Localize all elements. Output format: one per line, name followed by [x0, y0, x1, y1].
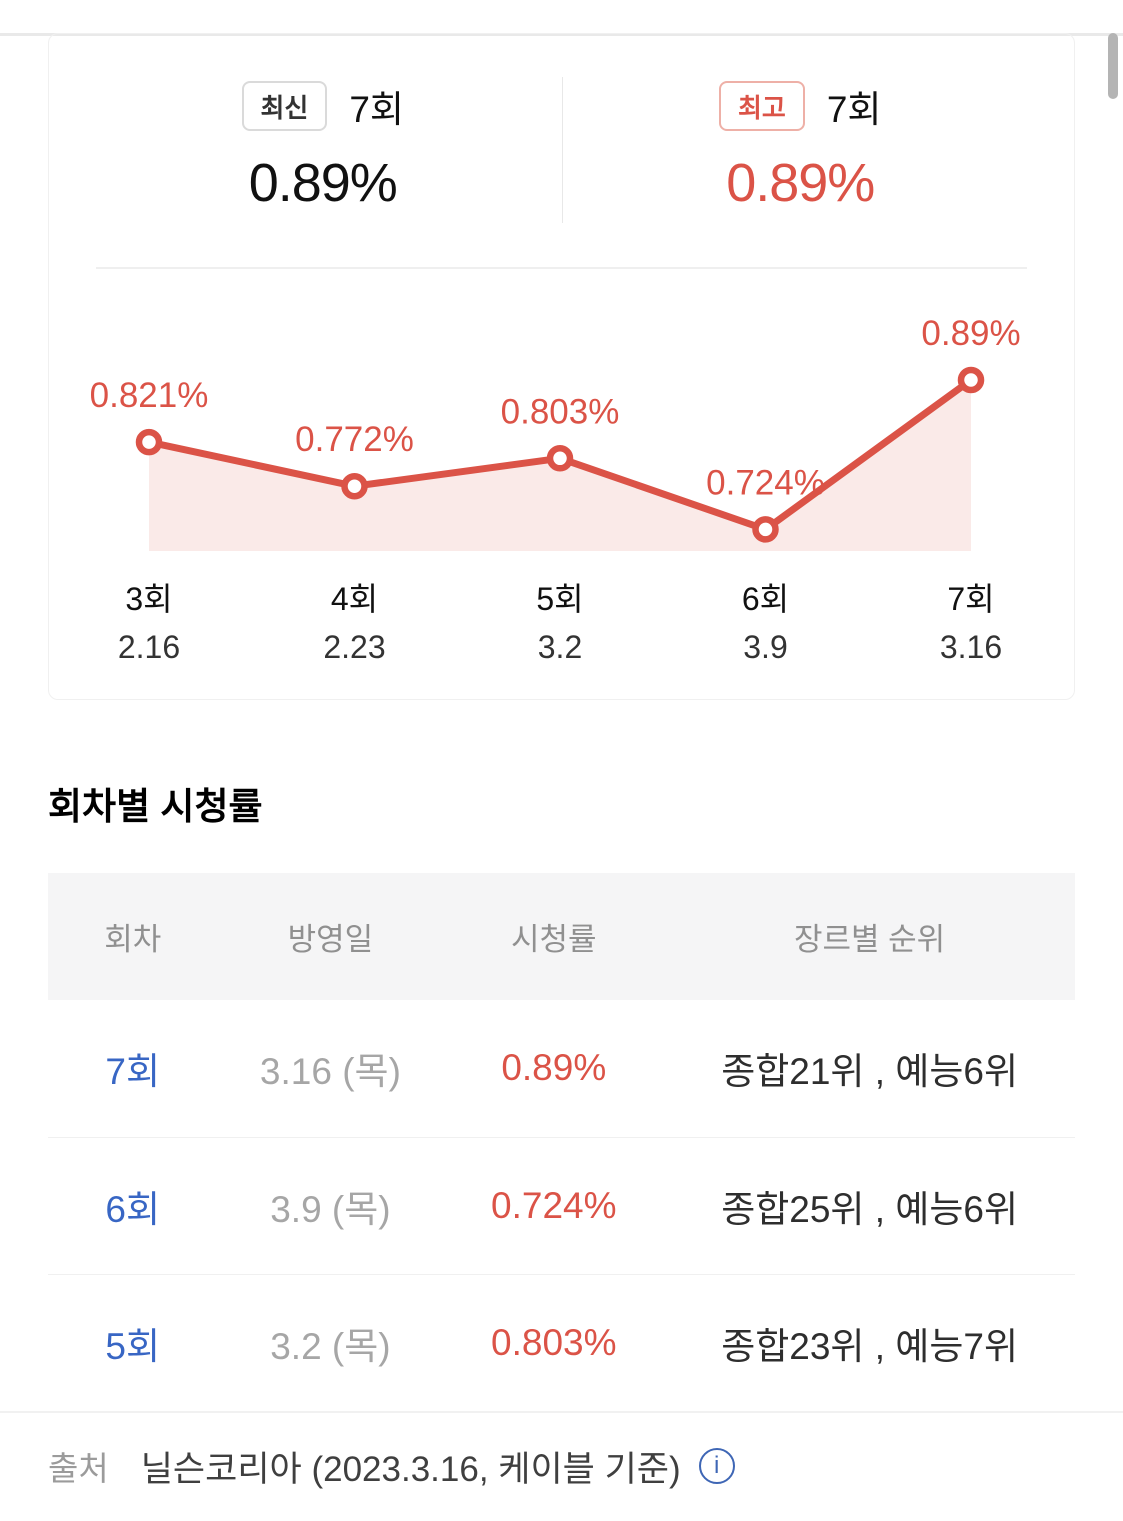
table-row: 6회 3.9 (목) 0.724% 종합25위 , 예능6위 — [48, 1137, 1075, 1275]
stats-vertical-divider — [561, 77, 563, 223]
rating-cell: 0.803% — [491, 1321, 617, 1363]
x-axis-tick-6회: 6회 3.9 — [742, 583, 789, 663]
source-label: 출처 — [48, 1450, 109, 1487]
chart-x-axis: 3회 2.16 4회 2.23 5회 3.2 6회 3.9 7회 3.16 — [84, 583, 1039, 679]
data-point-6회[interactable] — [752, 516, 779, 543]
best-rating-stat: 최고 7회 0.89% — [562, 81, 1040, 211]
table-row: 5회 3.2 (목) 0.803% 종합23위 , 예능7위 — [48, 1274, 1075, 1411]
x-axis-tick-4회: 4회 2.23 — [323, 583, 385, 663]
genre-rank-cell: 종합21위 , 예능6위 — [664, 1000, 1075, 1138]
footer-divider — [0, 1411, 1123, 1413]
ratings-trend-chart[interactable]: 0.821% 0.772% 0.803% 0.724% 0.89% — [84, 281, 1039, 561]
data-point-3회[interactable] — [135, 428, 163, 456]
data-point-7회[interactable] — [957, 366, 985, 394]
latest-rating-header: 최신 7회 — [84, 81, 562, 131]
genre-rank-cell: 종합23위 , 예능7위 — [721, 1325, 1018, 1367]
best-badge: 최고 — [719, 81, 805, 131]
scrollbar-thumb[interactable] — [1108, 33, 1118, 99]
data-point-label: 0.89% — [921, 314, 1020, 353]
latest-episode: 7회 — [349, 89, 404, 130]
latest-rating-stat: 최신 7회 0.89% — [84, 81, 562, 211]
x-tick-date: 2.16 — [117, 629, 181, 665]
x-tick-episode: 4회 — [330, 581, 379, 617]
latest-rating-value: 0.89% — [248, 153, 398, 213]
rating-cell: 0.724% — [443, 1137, 665, 1275]
col-header-rating: 시청률 — [443, 873, 665, 1000]
table-header-row: 회차 방영일 시청률 장르별 순위 — [48, 873, 1075, 1000]
airdate-cell: 3.16 (목) — [217, 1000, 444, 1138]
episode-link[interactable]: 6회 — [48, 1137, 218, 1275]
data-point-label: 0.724% — [706, 463, 825, 502]
ratings-card: 최신 7회 0.89% 최고 7회 0.89% 0.821% 0.772% 0.80… — [48, 33, 1075, 700]
x-tick-episode: 7회 — [947, 581, 995, 617]
episode-link[interactable]: 7회 — [48, 1000, 218, 1138]
genre-rank-cell: 종합25위 , 예능6위 — [664, 1137, 1075, 1275]
data-point-5회[interactable] — [546, 445, 574, 472]
section-title: 회차별 시청률 — [48, 786, 263, 827]
col-header-genre-rank: 장르별 순위 — [664, 873, 1075, 1000]
best-rating-header: 최고 7회 — [562, 81, 1040, 131]
ratings-summary: 최신 7회 0.89% 최고 7회 0.89% — [84, 77, 1040, 223]
data-point-label: 0.803% — [501, 392, 620, 431]
data-point-label: 0.821% — [90, 376, 209, 415]
episode-link[interactable]: 5회 — [105, 1325, 161, 1367]
col-header-episode: 회차 — [48, 873, 218, 1000]
x-axis-tick-7회: 7회 3.16 — [940, 583, 1002, 663]
info-icon[interactable]: i — [698, 1448, 735, 1484]
x-tick-date: 3.2 — [537, 629, 583, 665]
top-divider — [0, 33, 1123, 36]
airdate-cell: 3.9 (목) — [217, 1137, 444, 1275]
rating-cell: 0.89% — [443, 1000, 665, 1138]
x-tick-date: 3.16 — [939, 629, 1003, 665]
x-tick-episode: 6회 — [741, 581, 790, 617]
source-footer: 출처 닐슨코리아 (2023.3.16, 케이블 기준) i — [0, 1413, 1123, 1519]
table-row: 7회 3.16 (목) 0.89% 종합21위 , 예능6위 — [48, 1000, 1075, 1138]
col-header-airdate: 방영일 — [217, 873, 444, 1000]
trend-line-svg: 0.821% 0.772% 0.803% 0.724% 0.89% — [90, 314, 1021, 551]
x-tick-episode: 5회 — [536, 581, 584, 617]
airdate-cell: 3.2 (목) — [270, 1325, 391, 1367]
card-horizontal-divider — [96, 267, 1027, 269]
best-episode: 7회 — [826, 89, 882, 130]
x-axis-tick-5회: 5회 3.2 — [536, 583, 583, 663]
episode-ratings-table: 회차 방영일 시청률 장르별 순위 7회 3.16 (목) 0.89% 종합21… — [48, 873, 1075, 1411]
x-tick-date: 2.23 — [323, 629, 386, 665]
best-rating-value: 0.89% — [726, 153, 875, 213]
x-tick-date: 3.9 — [743, 629, 788, 665]
data-point-label: 0.772% — [295, 420, 414, 459]
latest-badge: 최신 — [241, 81, 328, 131]
data-point-4회[interactable] — [341, 472, 368, 500]
source-text: 닐슨코리아 (2023.3.16, 케이블 기준) — [140, 1449, 681, 1489]
x-axis-tick-3회: 3회 2.16 — [118, 583, 180, 663]
x-tick-episode: 3회 — [125, 581, 173, 617]
